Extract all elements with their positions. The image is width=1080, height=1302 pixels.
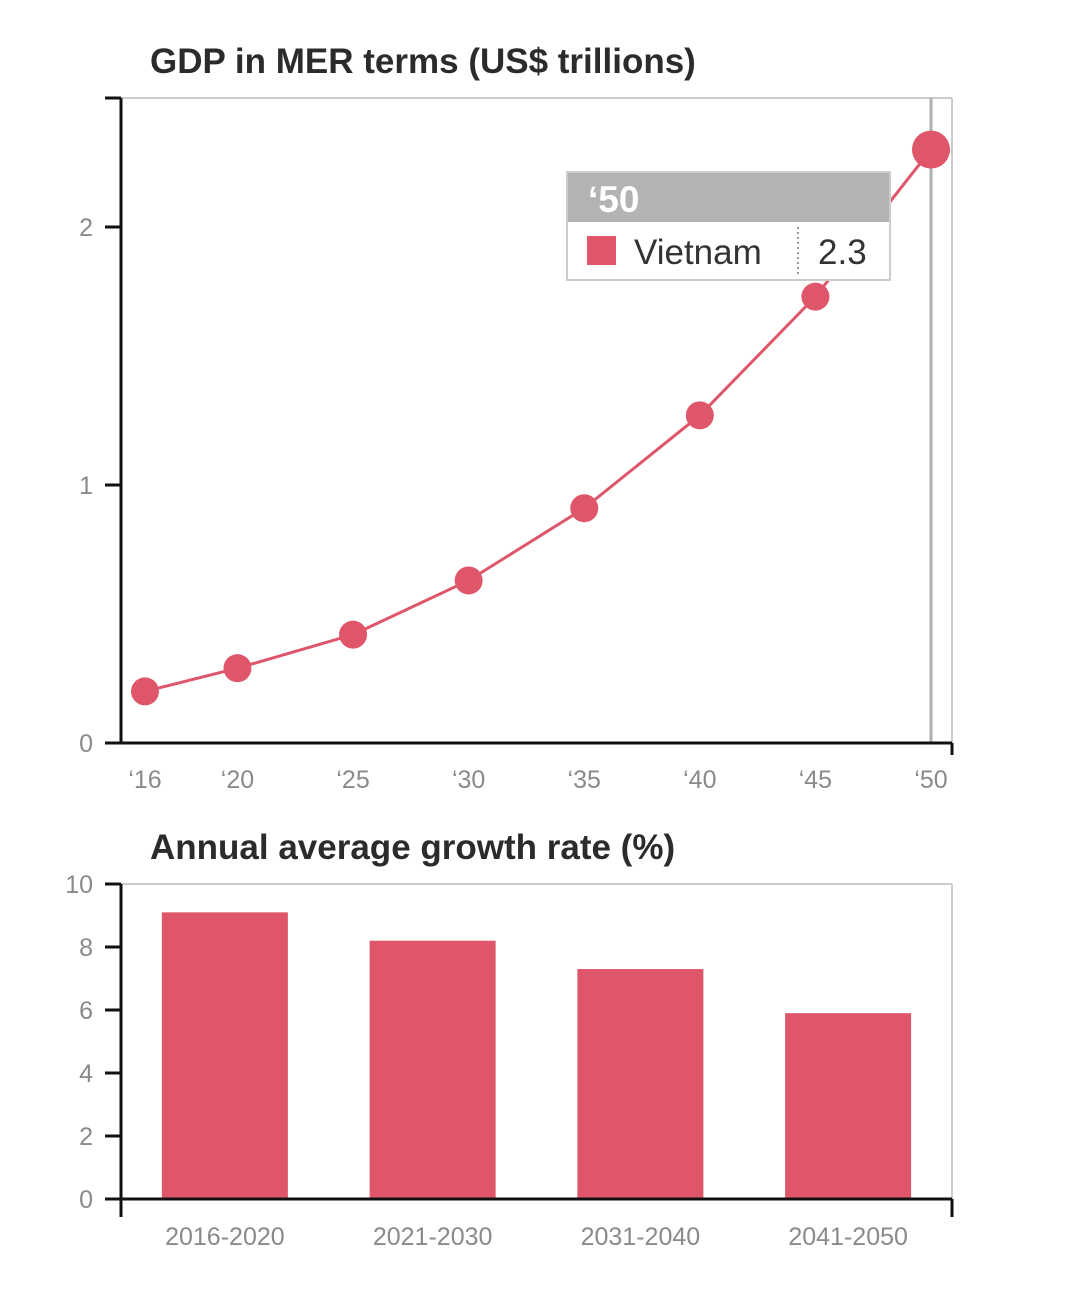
x-tick-label: ‘45 <box>799 766 832 794</box>
y-tick-label: 1 <box>79 472 93 500</box>
data-point <box>912 130 950 169</box>
data-point <box>685 401 714 430</box>
tooltip: ‘50 Vietnam 2.3 <box>566 171 891 281</box>
y-tick-label: 0 <box>79 730 93 758</box>
bar <box>577 969 704 1199</box>
bar <box>161 912 288 1199</box>
y-tick-label: 6 <box>79 997 93 1025</box>
x-tick-label: 2016-2020 <box>165 1223 285 1251</box>
growth-bar-chart[interactable]: 2016-2020 2021-2030 2031-2040 2041-2050 0 2 4 6… <box>65 871 954 1251</box>
x-tick-label: 2041-2050 <box>788 1223 908 1251</box>
data-point <box>339 620 368 649</box>
x-tick-label: ‘16 <box>128 766 161 794</box>
x-tick-label: ‘40 <box>683 766 716 794</box>
x-tick-label: ‘20 <box>221 766 254 794</box>
tooltip-header-bg <box>568 173 889 222</box>
y-tick-label: 2 <box>79 1123 93 1151</box>
tooltip-header: ‘50 <box>588 179 639 220</box>
y-tick-label: 10 <box>65 871 93 899</box>
x-tick-label: ‘30 <box>452 766 485 794</box>
y-tick-label: 8 <box>79 934 93 962</box>
x-tick-label: ‘50 <box>914 766 947 794</box>
y-tick-label: 4 <box>79 1060 93 1088</box>
bar-chart-title: Annual average growth rate (%) <box>150 828 676 867</box>
x-tick-label: ‘35 <box>568 766 601 794</box>
data-point <box>454 566 483 595</box>
bar <box>369 940 496 1199</box>
data-point <box>223 654 252 683</box>
gdp-line-chart[interactable]: 0 1 2 ‘16 ‘20 ‘25 ‘30 ‘35 ‘40 ‘45 ‘50 <box>79 96 954 794</box>
y-tick-label: 0 <box>79 1186 93 1214</box>
y-tick-label: 2 <box>79 214 93 242</box>
x-tick-label: ‘25 <box>336 766 369 794</box>
tooltip-value: 2.3 <box>818 233 867 272</box>
tooltip-series-name: Vietnam <box>634 233 762 272</box>
x-tick-label: 2021-2030 <box>373 1223 493 1251</box>
series-line-vietnam <box>144 148 933 693</box>
data-point <box>131 677 159 706</box>
x-tick-label: 2031-2040 <box>581 1223 701 1251</box>
data-point <box>570 494 599 523</box>
data-point <box>801 282 830 311</box>
line-chart-title: GDP in MER terms (US$ trillions) <box>150 42 696 81</box>
bar <box>785 1013 912 1199</box>
tooltip-swatch <box>587 236 616 265</box>
